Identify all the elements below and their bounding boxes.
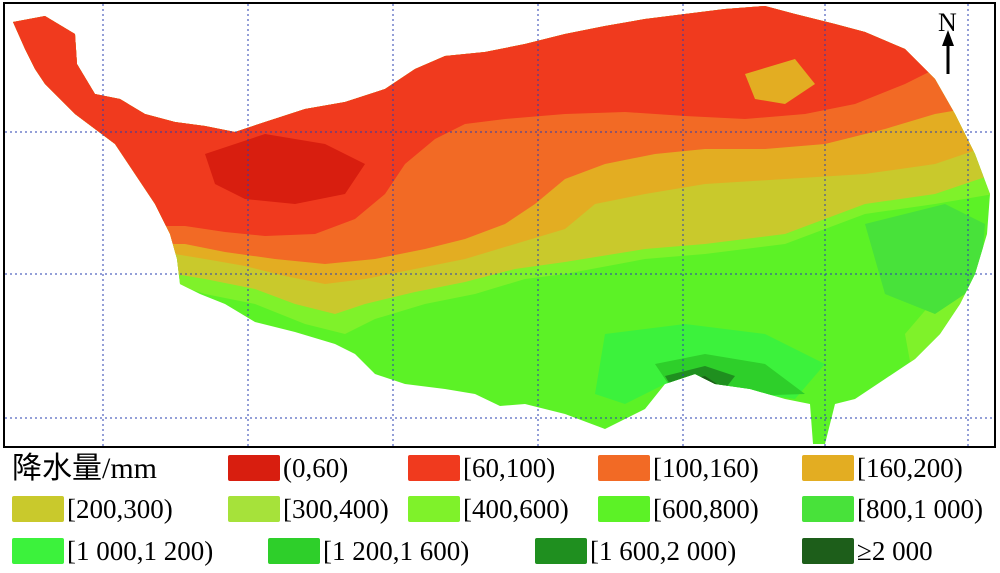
- legend-item-60-100: [60,100): [408, 453, 555, 483]
- legend-item-400-600: [400,600): [408, 494, 569, 524]
- legend-item-1200-1600: [1 200,1 600): [268, 536, 469, 566]
- legend-swatch: [802, 455, 854, 481]
- zone-800-1000: [865, 204, 985, 314]
- legend-swatch: [598, 496, 650, 522]
- legend-item-600-800: [600,800): [598, 494, 759, 524]
- map-frame: N: [3, 2, 996, 448]
- legend-item-2000-plus: ≥2 000: [802, 536, 933, 566]
- legend-label: [1 200,1 600): [323, 536, 470, 566]
- legend-item-100-160: [100,160): [598, 453, 759, 483]
- legend-item-0-60: (0,60): [228, 453, 348, 483]
- legend-swatch: [802, 496, 854, 522]
- legend-label: [1 600,2 000): [590, 536, 737, 566]
- legend-label: [1 000,1 200): [67, 536, 214, 566]
- zone-160-200-patch: [745, 59, 815, 104]
- legend-label: [300,400): [283, 494, 389, 524]
- precipitation-map: [5, 4, 994, 446]
- legend-label: [200,300): [67, 494, 173, 524]
- legend-label: [800,1 000): [857, 494, 983, 524]
- legend-swatch: [598, 455, 650, 481]
- graticule: [5, 4, 994, 446]
- legend-item-1000-1200: [1 000,1 200): [12, 536, 213, 566]
- legend-swatch: [408, 455, 460, 481]
- north-arrow-icon: [942, 30, 954, 74]
- legend-swatch: [228, 496, 280, 522]
- legend-swatch: [12, 538, 64, 564]
- legend-label: (0,60): [283, 453, 349, 483]
- legend-swatch: [12, 496, 64, 522]
- legend-label: [60,100): [463, 453, 556, 483]
- north-arrow: N: [933, 8, 963, 74]
- legend-swatch: [408, 496, 460, 522]
- legend-label: [400,600): [463, 494, 569, 524]
- zone-0-60: [205, 134, 365, 204]
- legend-swatch: [228, 455, 280, 481]
- legend-label: [160,200): [857, 453, 963, 483]
- legend-item-160-200: [160,200): [802, 453, 963, 483]
- legend-item-200-300: [200,300): [12, 494, 173, 524]
- legend-swatch: [268, 538, 320, 564]
- legend-label: ≥2 000: [857, 536, 933, 566]
- legend-label: [100,160): [653, 453, 759, 483]
- legend-item-300-400: [300,400): [228, 494, 389, 524]
- legend-label: [600,800): [653, 494, 759, 524]
- legend-swatch: [535, 538, 587, 564]
- legend-swatch: [802, 538, 854, 564]
- legend-item-1600-2000: [1 600,2 000): [535, 536, 736, 566]
- legend-item-800-1000: [800,1 000): [802, 494, 983, 524]
- north-label: N: [938, 8, 957, 37]
- legend-title: 降水量/mm: [12, 452, 158, 485]
